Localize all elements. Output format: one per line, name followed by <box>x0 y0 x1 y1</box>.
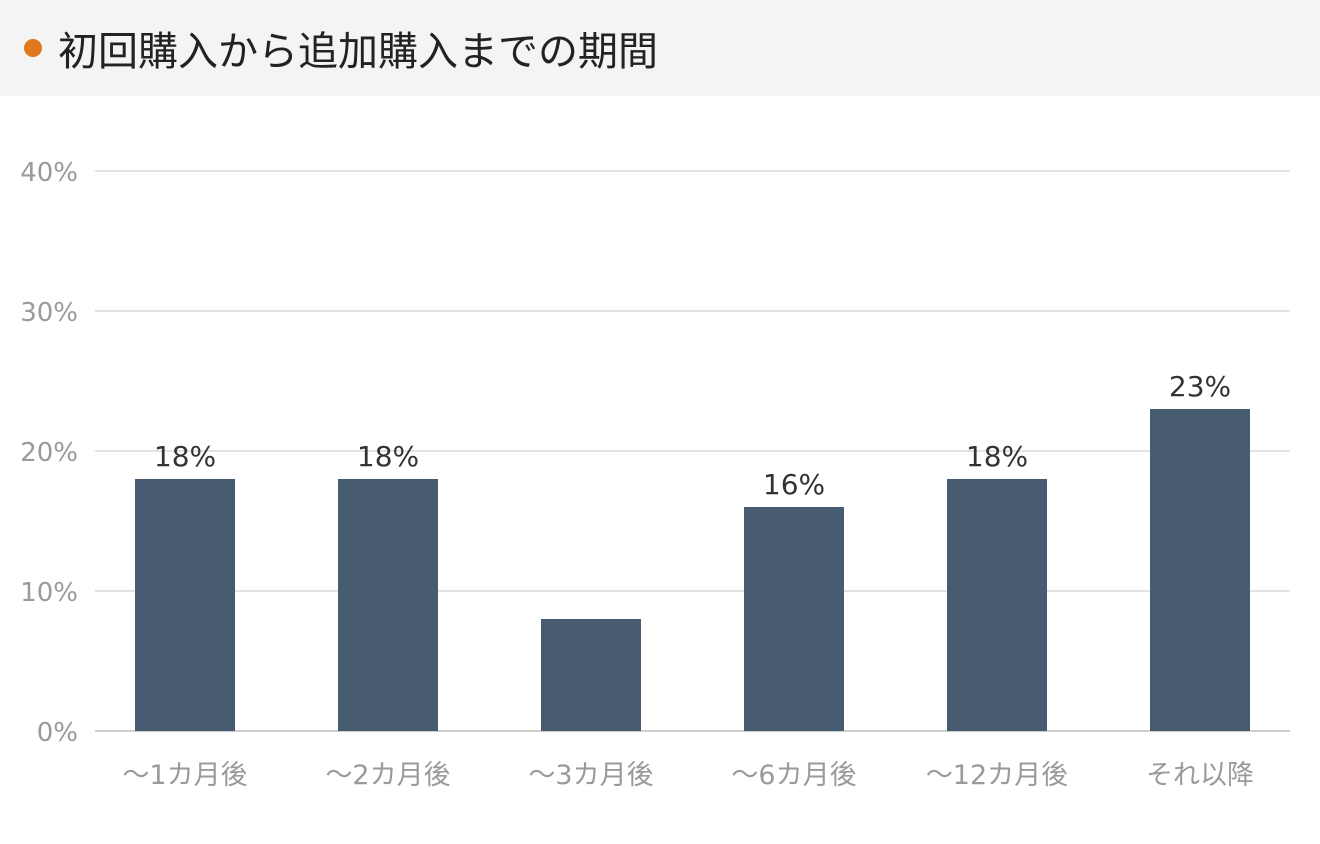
y-tick-label: 0% <box>37 718 78 748</box>
bar <box>744 507 844 731</box>
y-tick-label: 10% <box>20 578 78 608</box>
data-label: 23% <box>1169 370 1231 403</box>
chart-header: 初回購入から追加購入までの期間 <box>0 0 1320 96</box>
x-tick-label: 〜12カ月後 <box>926 760 1068 791</box>
x-tick-label: 〜3カ月後 <box>528 760 653 791</box>
y-tick-label: 40% <box>20 158 78 188</box>
x-tick-label: 〜6カ月後 <box>731 760 856 791</box>
data-label: 18% <box>154 440 216 473</box>
bar <box>541 619 641 731</box>
bar <box>1150 409 1250 731</box>
bullet-dot-icon <box>24 39 42 57</box>
data-label: 16% <box>763 468 825 501</box>
y-tick-label: 30% <box>20 298 78 328</box>
x-tick-label: それ以降 <box>1146 760 1254 791</box>
chart-title: 初回購入から追加購入までの期間 <box>58 29 658 75</box>
y-tick-label: 20% <box>20 438 78 468</box>
x-tick-label: 〜2カ月後 <box>325 760 450 791</box>
bar <box>135 479 235 731</box>
bar <box>947 479 1047 731</box>
data-label: 18% <box>966 440 1028 473</box>
bar <box>338 479 438 731</box>
data-label: 18% <box>357 440 419 473</box>
x-tick-label: 〜1カ月後 <box>122 760 247 791</box>
